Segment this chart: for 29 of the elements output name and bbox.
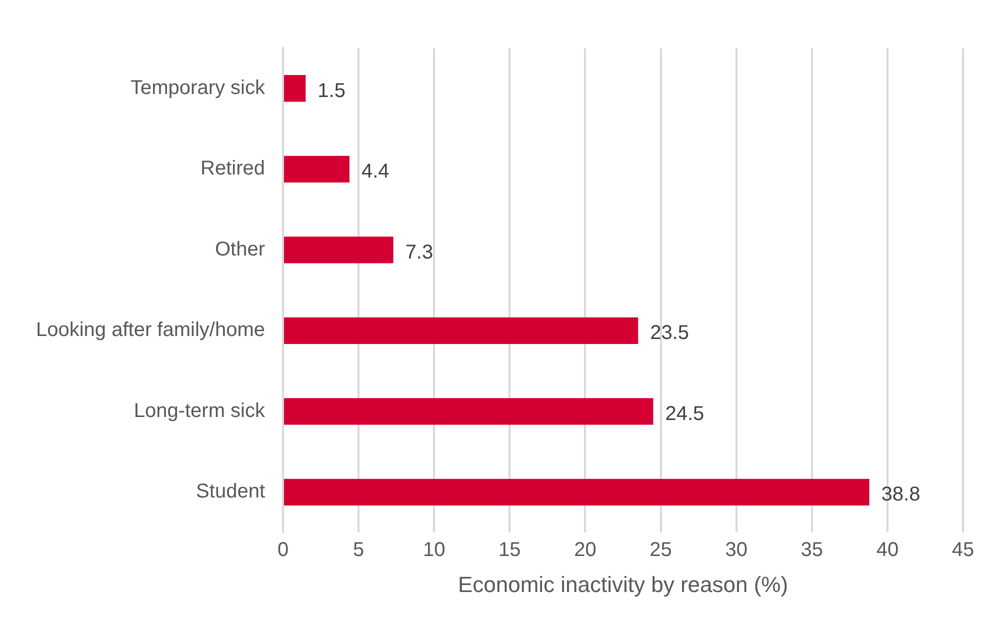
y-tick-label: Temporary sick	[130, 76, 266, 99]
x-tick-label: 10	[422, 539, 446, 562]
y-tick-label: Looking after family/home	[36, 319, 266, 342]
data-label: 4.4	[361, 160, 390, 183]
bar	[284, 478, 870, 506]
bar	[284, 317, 638, 344]
x-tick-label: 0	[277, 539, 289, 562]
bar	[284, 398, 654, 425]
x-tick-label: 40	[876, 539, 899, 562]
x-tick-label: 5	[352, 539, 364, 562]
x-axis-title: Economic inactivity by reason (%)	[458, 572, 788, 597]
data-label: 24.5	[665, 402, 704, 425]
x-tick-label: 20	[574, 539, 596, 562]
x-tick-label: 30	[725, 539, 748, 562]
x-tick-label: 45	[952, 539, 974, 562]
bar	[284, 156, 350, 182]
x-tick-label: 15	[498, 539, 521, 562]
data-label: 1.5	[318, 80, 346, 102]
bar	[284, 236, 394, 264]
x-tick-label: 25	[650, 539, 672, 562]
y-tick-label: Retired	[200, 158, 266, 180]
data-label: 23.5	[650, 322, 690, 344]
x-tick-label: 35	[800, 539, 824, 562]
y-tick-label: Long-term sick	[134, 400, 266, 422]
data-label: 38.8	[881, 484, 920, 506]
bar	[284, 75, 306, 102]
y-tick-label: Other	[214, 238, 266, 260]
data-label: 7.3	[405, 241, 434, 264]
y-tick-label: Student	[196, 480, 266, 503]
